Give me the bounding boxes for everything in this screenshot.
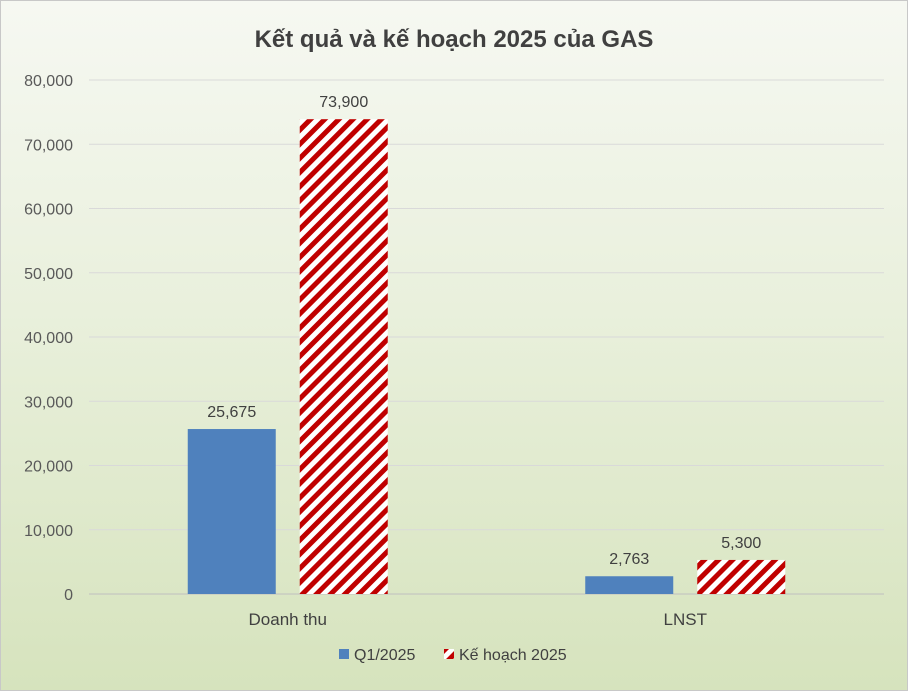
data-label: 5,300 [721,535,761,552]
bar [585,576,674,594]
category-label: LNST [664,610,707,629]
bar [299,119,388,594]
bar [697,559,786,594]
chart-title: Kết quả và kế hoạch 2025 của GAS [255,26,654,53]
y-tick-label: 10,000 [24,523,73,540]
category-label: Doanh thu [249,610,327,629]
legend-label: Kế hoạch 2025 [459,647,567,664]
data-label: 73,900 [319,94,368,111]
y-tick-label: 40,000 [24,330,73,347]
legend-swatch [339,649,349,659]
y-tick-label: 20,000 [24,459,73,476]
y-tick-label: 50,000 [24,266,73,283]
y-tick-label: 70,000 [24,137,73,154]
legend-swatch [444,649,454,659]
data-label: 2,763 [609,551,649,568]
y-tick-label: 0 [64,587,73,604]
data-label: 25,675 [207,404,256,421]
y-tick-label: 60,000 [24,202,73,219]
y-tick-label: 30,000 [24,394,73,411]
bar [187,429,276,594]
y-tick-label: 80,000 [24,73,73,90]
legend-label: Q1/2025 [354,647,415,664]
